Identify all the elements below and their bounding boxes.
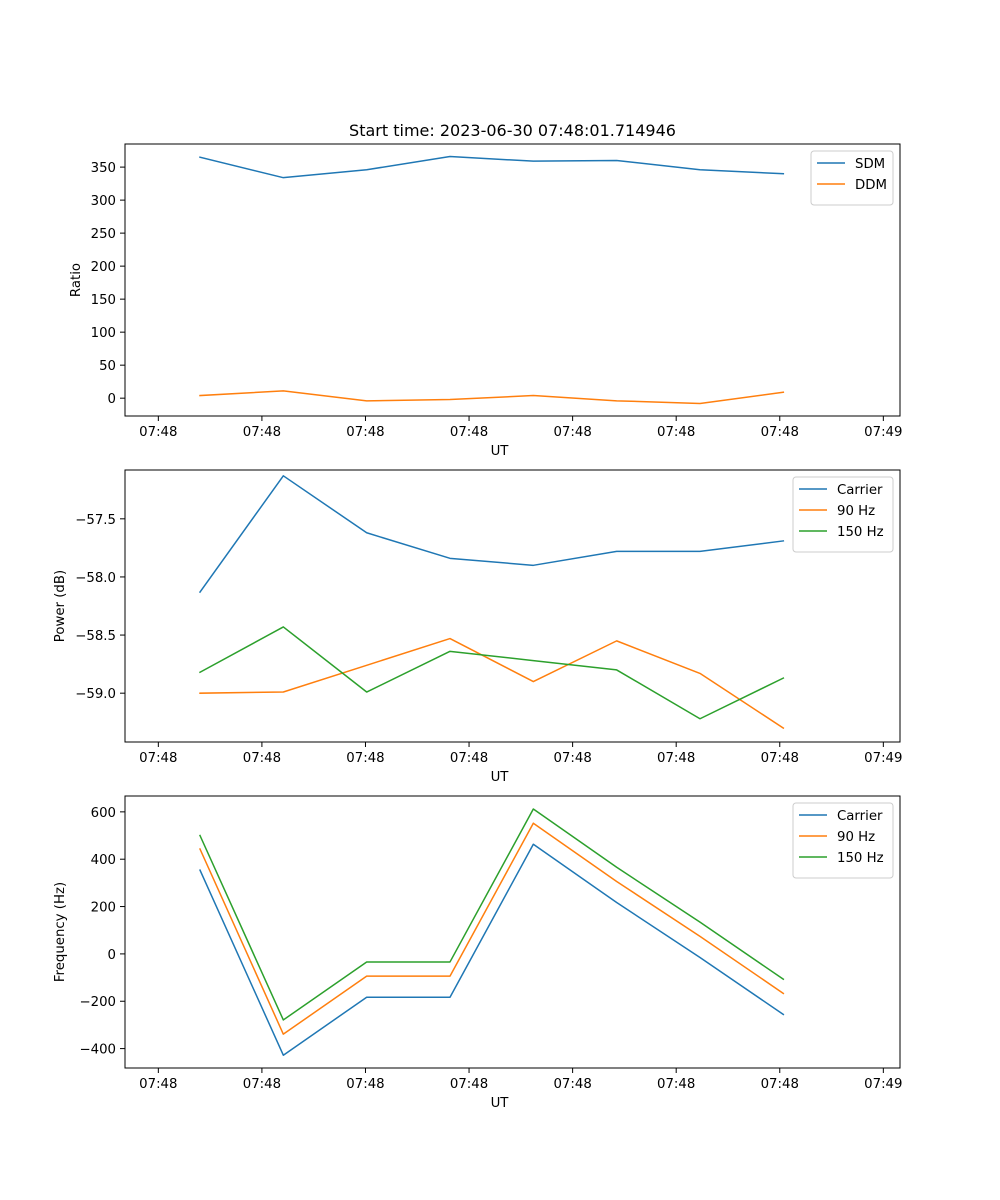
panels: 07:48 07:48 07:48 07:48 07:48 07:48 07:48 07:49…	[53, 143, 902, 1111]
x-tick-label: 07:48	[243, 751, 281, 766]
x-tick-label: 07:48	[346, 1077, 384, 1092]
legend-box	[810, 150, 894, 206]
x-tick-label: 07:48	[553, 1077, 591, 1092]
x-tick-label: 07:48	[139, 751, 177, 766]
legend-label: DDM	[855, 178, 887, 193]
legend: SDM DDM	[810, 150, 894, 206]
x-tick-label: 07:48	[243, 425, 281, 440]
x-tick-label: 07:48	[139, 1077, 177, 1092]
legend-label: 90 Hz	[837, 830, 875, 845]
y-tick-label: 350	[91, 161, 116, 176]
x-tick-label: 07:48	[450, 1077, 488, 1092]
series-line-1-1	[199, 155, 785, 179]
x-tick-label: 07:48	[346, 751, 384, 766]
x-tick-label: 07:48	[657, 1077, 695, 1092]
y-tick-label: 0	[108, 948, 116, 963]
y-tick-label: 400	[91, 853, 116, 868]
y-tick-label: −59.0	[75, 687, 116, 702]
y-tick-label: −58.5	[75, 629, 116, 644]
x-tick-label: 07:48	[139, 425, 177, 440]
y-axis-label: Power (dB)	[53, 570, 68, 642]
legend-box	[792, 802, 894, 879]
x-axis-label: UT	[491, 444, 510, 459]
legend: Carrier 90 Hz 150 Hz	[792, 802, 894, 879]
x-tick-label: 07:48	[346, 425, 384, 440]
y-axis-label: Ratio	[69, 263, 84, 297]
y-tick-label: 300	[91, 194, 116, 209]
x-tick-label: 07:48	[761, 1077, 799, 1092]
axes-frame	[124, 795, 901, 1069]
x-tick-label: 07:48	[243, 1077, 281, 1092]
x-tick-label: 07:49	[864, 751, 902, 766]
panel-2: 07:48 07:48 07:48 07:48 07:48 07:48 07:48 07:49…	[53, 469, 902, 785]
series-line-3-2	[199, 822, 785, 1035]
y-tick-label: −400	[79, 1043, 116, 1058]
x-tick-label: 07:48	[761, 425, 799, 440]
legend-label: Carrier	[837, 809, 883, 824]
legend-label: SDM	[855, 157, 885, 172]
x-tick-label: 07:48	[553, 425, 591, 440]
series-line-2-1	[198, 475, 785, 594]
x-tick-label: 07:48	[450, 425, 488, 440]
series-line-3-1	[199, 843, 785, 1056]
series-line-3-3	[199, 808, 785, 1021]
legend-box	[792, 476, 894, 553]
y-tick-label: 100	[91, 326, 116, 341]
x-tick-label: 07:49	[864, 1077, 902, 1092]
y-tick-label: 600	[91, 806, 116, 821]
y-tick-label: −200	[79, 995, 116, 1010]
x-tick-label: 07:48	[657, 425, 695, 440]
x-tick-label: 07:49	[864, 425, 902, 440]
panel-1: 07:48 07:48 07:48 07:48 07:48 07:48 07:48 07:49…	[69, 143, 902, 459]
series-line-2-2	[199, 637, 785, 730]
y-tick-label: 250	[91, 227, 116, 242]
legend-label: 150 Hz	[837, 525, 884, 540]
x-axis-label: UT	[491, 770, 510, 785]
y-tick-label: 200	[91, 901, 116, 916]
y-axis-label: Frequency (Hz)	[53, 882, 68, 982]
x-tick-label: 07:48	[450, 751, 488, 766]
y-tick-label: 150	[91, 293, 116, 308]
y-tick-label: −58.0	[75, 571, 116, 586]
x-tick-label: 07:48	[553, 751, 591, 766]
legend-label: 90 Hz	[837, 504, 875, 519]
panel-3: 07:48 07:48 07:48 07:48 07:48 07:48 07:48 07:49…	[53, 795, 902, 1111]
legend-label: 150 Hz	[837, 851, 884, 866]
x-tick-label: 07:48	[761, 751, 799, 766]
x-axis-label: UT	[491, 1096, 510, 1111]
legend: Carrier 90 Hz 150 Hz	[792, 476, 894, 553]
axes-frame	[124, 143, 901, 417]
y-tick-label: 200	[91, 260, 116, 275]
legend-label: Carrier	[837, 483, 883, 498]
y-tick-label: 0	[108, 392, 116, 407]
axes-frame	[124, 469, 901, 743]
y-tick-label: −57.5	[75, 513, 116, 528]
series-line-2-3	[198, 626, 785, 720]
x-tick-label: 07:48	[657, 751, 695, 766]
series-line-1-2	[199, 390, 785, 405]
chart-title: Start time: 2023-06-30 07:48:01.714946	[349, 121, 676, 140]
y-tick-label: 50	[99, 359, 116, 374]
